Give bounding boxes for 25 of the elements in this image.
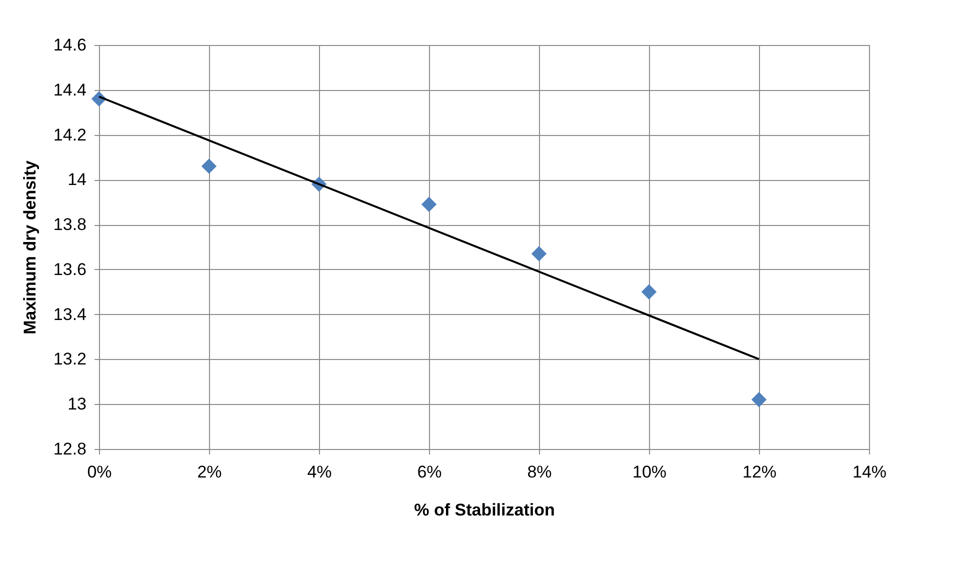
y-tick-label: 14 — [68, 170, 86, 190]
point — [421, 196, 437, 212]
y-tick-label: 13.4 — [53, 304, 86, 324]
x-axis-title: % of Stabilization — [414, 500, 555, 520]
y-tick-label: 14.4 — [53, 80, 86, 100]
y-tick-label: 13.8 — [53, 215, 86, 234]
x-tick-label: 0% — [87, 462, 112, 482]
x-tick-label: 14% — [852, 462, 887, 482]
y-tick-label: 14.2 — [53, 125, 86, 144]
point — [531, 246, 547, 262]
x-tick-label: 2% — [197, 462, 222, 482]
x-tick-label: 8% — [527, 462, 552, 482]
point — [201, 158, 217, 174]
x-tick-label: 6% — [417, 462, 442, 482]
y-tick-label: 13.6 — [53, 260, 86, 279]
x-tick-label: 12% — [742, 462, 777, 482]
y-tick-label: 14.6 — [53, 36, 86, 54]
y-tick-label: 13.2 — [53, 350, 86, 369]
point — [751, 392, 767, 408]
y-tick-label: 12.8 — [53, 440, 86, 458]
point — [641, 284, 657, 300]
y-axis-title: Maximum dry density — [20, 160, 40, 334]
x-tick-label: 4% — [307, 462, 332, 482]
y-tick-label: 13 — [68, 394, 86, 414]
x-tick-label: 10% — [632, 462, 667, 482]
